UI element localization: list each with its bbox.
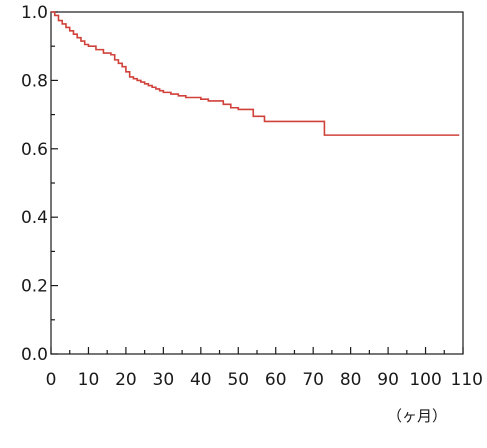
y-tick-label: 1.0 (21, 3, 48, 23)
x-tick-label: 40 (190, 370, 212, 390)
survival-curve (51, 11, 460, 136)
x-tick-label: 90 (377, 370, 399, 390)
y-tick-label: 0.4 (21, 208, 48, 228)
axes (50, 11, 464, 355)
x-tick-label: 100 (409, 370, 441, 390)
x-tick-label: 0 (46, 370, 57, 390)
x-tick-label: 50 (227, 370, 249, 390)
y-tick-label: 0.0 (21, 345, 48, 365)
x-axis-ticks: 0 10 20 30 40 50 60 70 80 90 100 110 (46, 347, 483, 390)
x-tick-label: 20 (115, 370, 137, 390)
x-tick-label: 80 (340, 370, 362, 390)
x-tick-label: 10 (78, 370, 100, 390)
y-tick-label: 0.6 (21, 140, 48, 160)
y-tick-label: 0.8 (21, 71, 48, 91)
x-tick-label: 30 (153, 370, 175, 390)
x-tick-label: 110 (451, 370, 483, 390)
x-tick-label: 60 (265, 370, 287, 390)
x-axis-label: （ヶ月） (386, 407, 447, 425)
survival-curve-group (51, 11, 460, 136)
x-tick-label: 70 (302, 370, 324, 390)
y-axis-ticks: 0.0 0.2 0.4 0.6 0.8 1.0 (21, 3, 58, 365)
plot-frame (50, 11, 464, 355)
y-tick-label: 0.2 (21, 277, 48, 297)
